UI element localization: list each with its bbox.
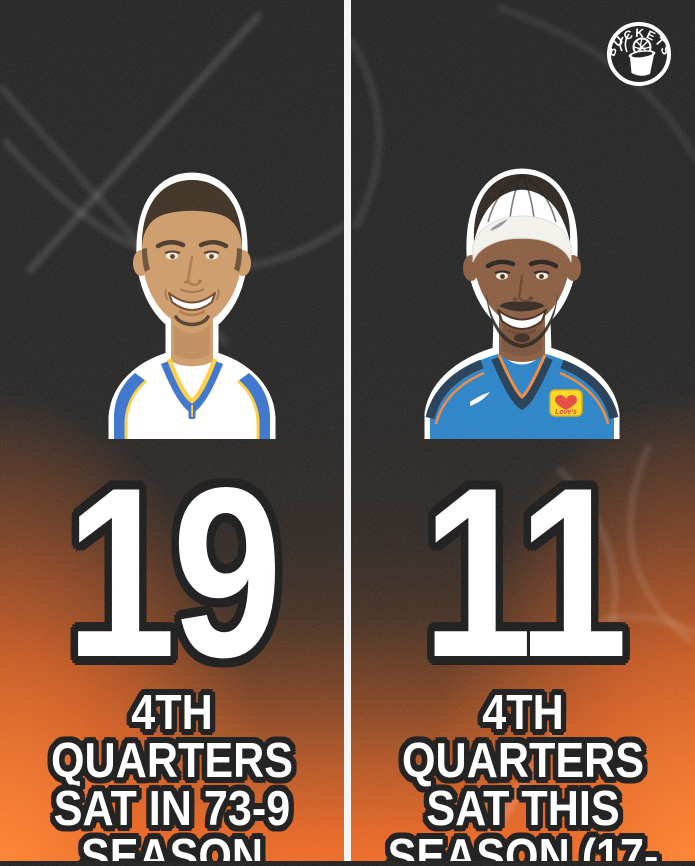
stat-value-right: 11 [422, 438, 628, 708]
stat-value-left: 19 [65, 438, 283, 708]
buckets-logo: BUCKETS [605, 22, 673, 86]
panel-divider [344, 0, 351, 866]
player-photo-stephen-curry [108, 172, 276, 439]
caption-line: 4TH QUARTERS [51, 686, 293, 788]
bottom-border [0, 861, 695, 866]
loves-patch: Love's [549, 389, 583, 417]
svg-text:Love's: Love's [555, 409, 577, 416]
stat-caption-right: 4TH QUARTERS SAT THIS SEASON (17-1) [372, 689, 675, 866]
stat-caption-left: 4TH QUARTERS SAT IN 73-9 SEASON [21, 689, 324, 866]
caption-line: SAT THIS [426, 782, 620, 836]
caption-line: SAT IN 73-9 [53, 782, 291, 836]
caption-line: 4TH QUARTERS [402, 686, 644, 788]
player-photo-shai-gilgeous-alexander: Love's [424, 168, 620, 439]
